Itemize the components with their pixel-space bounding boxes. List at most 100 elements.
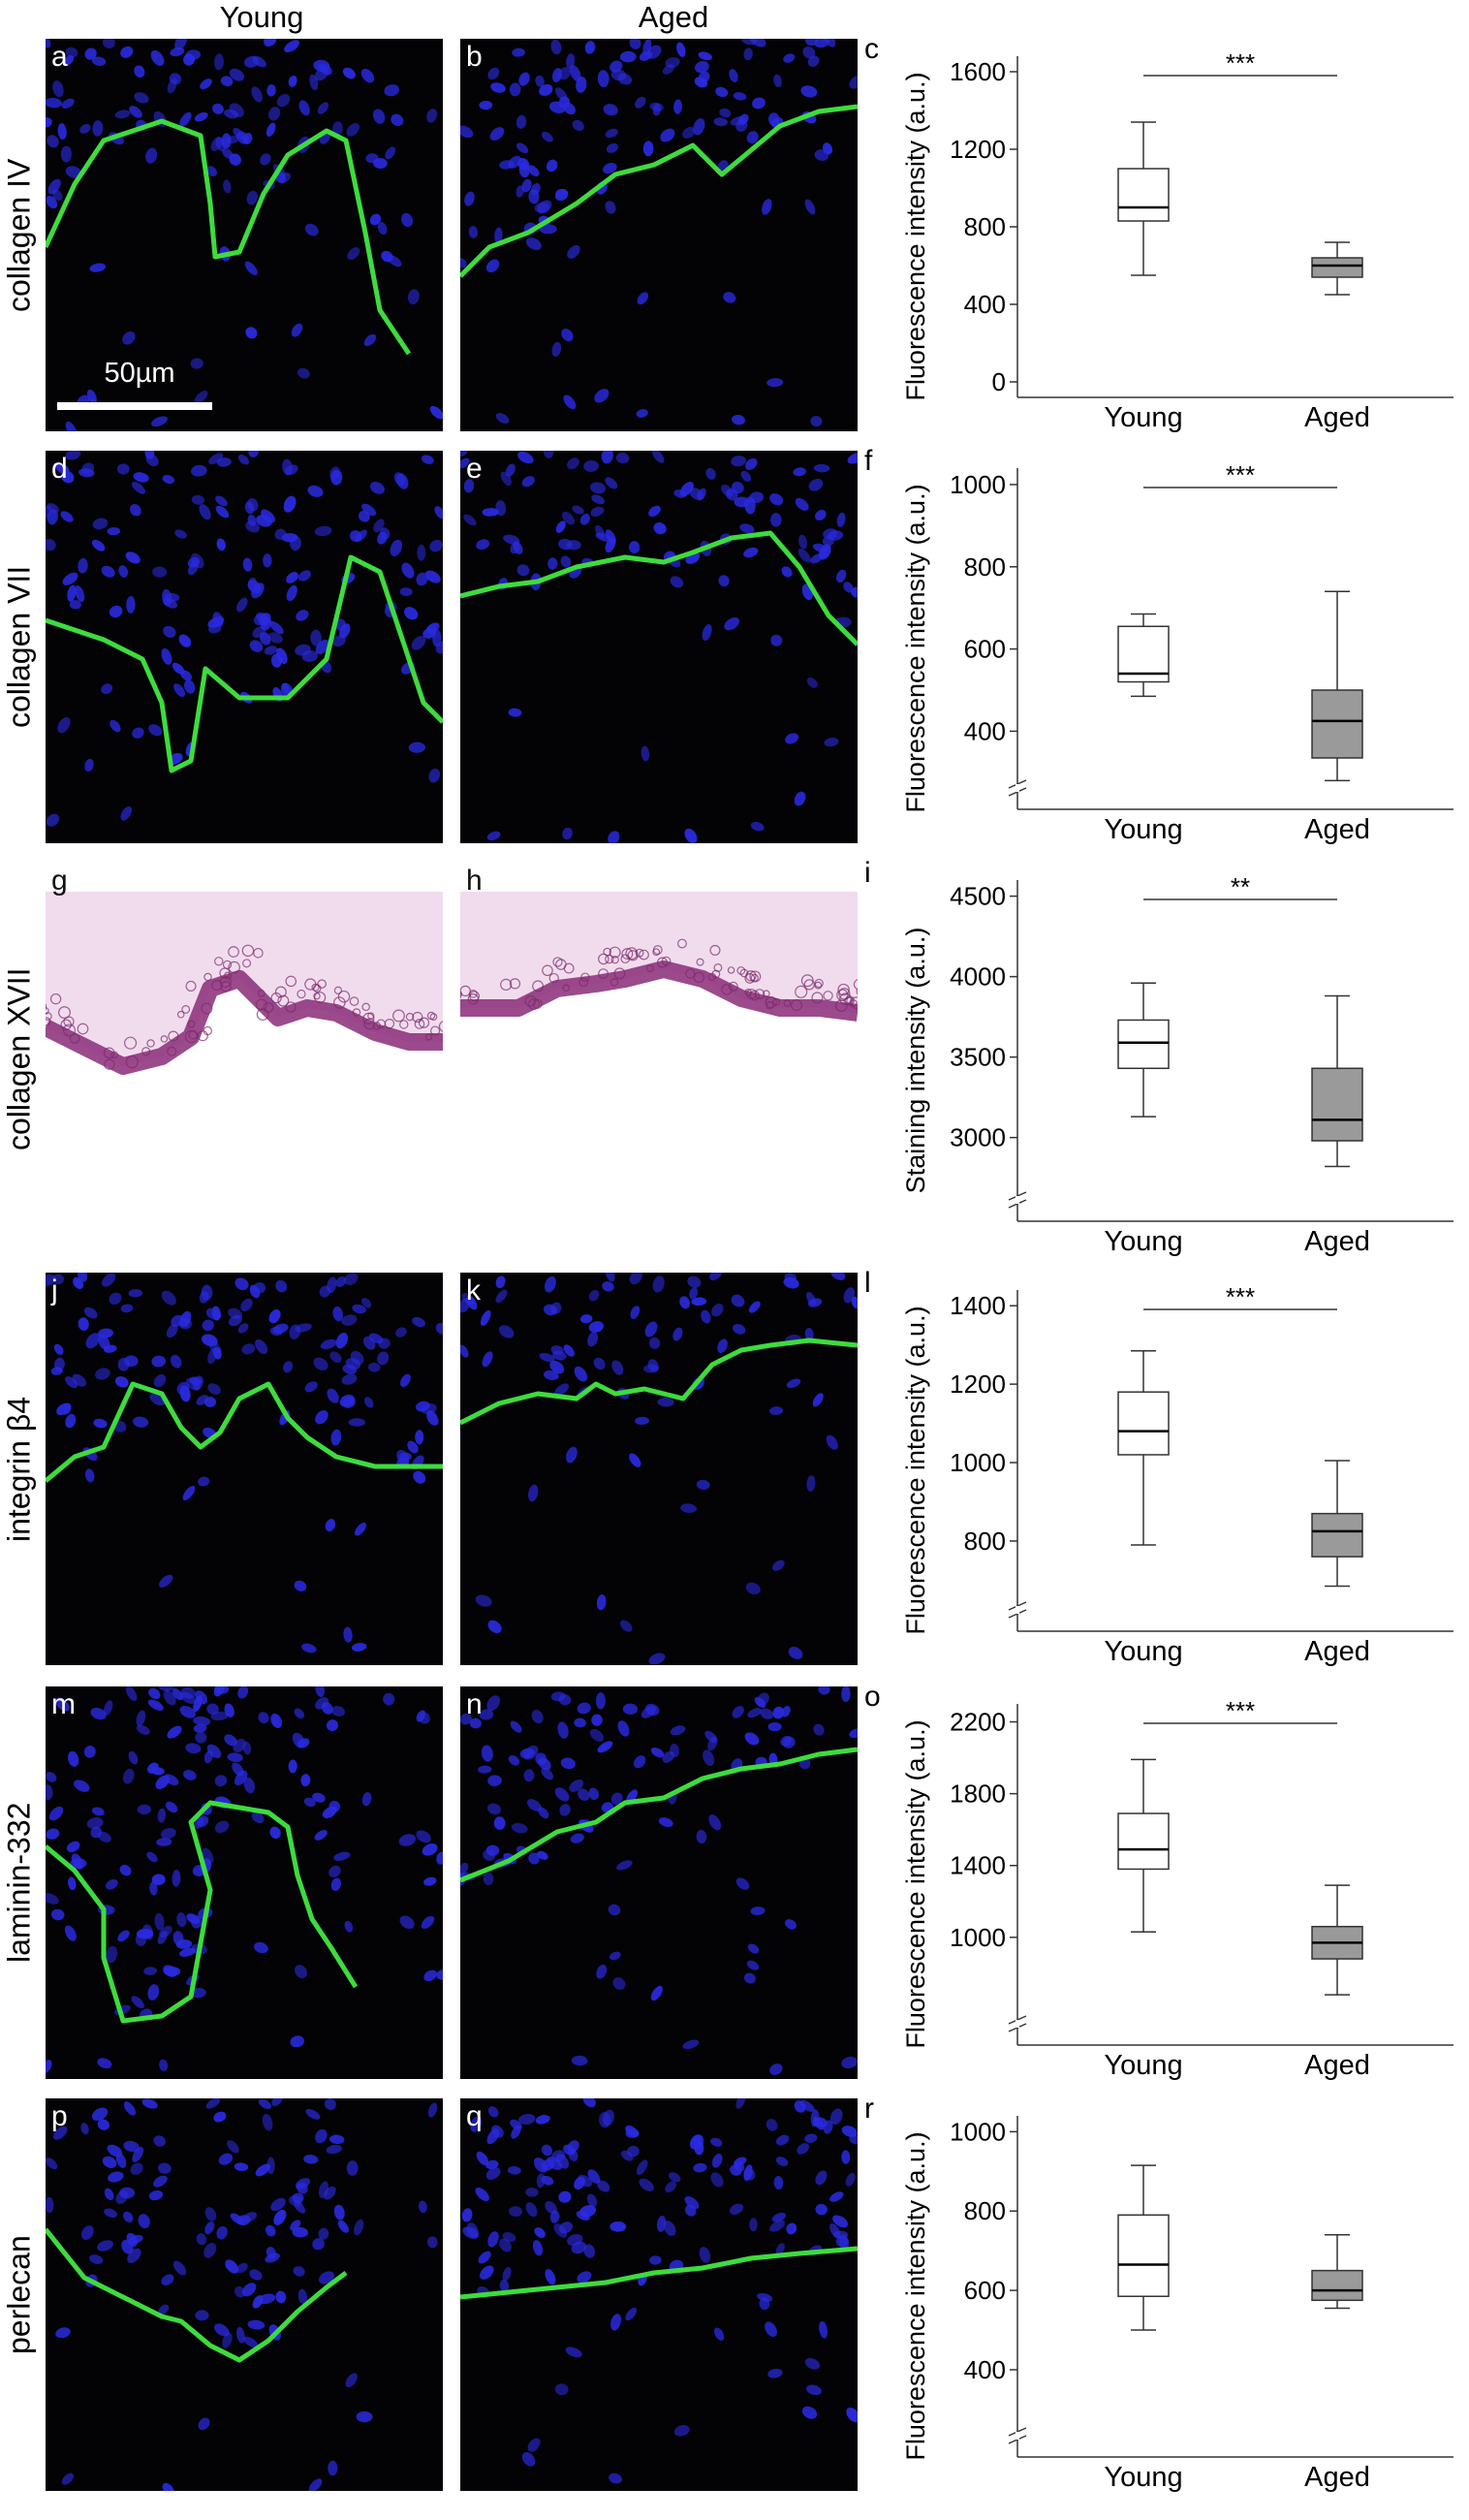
iqr-box — [1117, 2214, 1170, 2297]
micrograph-aged: e — [460, 451, 858, 843]
y-tick-label: 1200 — [950, 135, 1006, 164]
box-young — [1117, 982, 1170, 1118]
y-tick-label: 1600 — [950, 57, 1006, 86]
x-tick-label: Aged — [1304, 1226, 1370, 1257]
panel-letter: d — [51, 453, 68, 485]
box-plot: 3000 3500 4000 4500 Staining intensity (a.u.… — [901, 872, 1453, 1257]
significance-label: *** — [1226, 460, 1255, 489]
basement-membrane-stain — [460, 1747, 858, 1883]
chart-panel: 800 1000 1200 1400 Fluorescence intensity (a… — [864, 1263, 1469, 1670]
panel-letter: o — [864, 1681, 881, 1713]
y-tick-label: 800 — [964, 552, 1006, 582]
significance-label: ** — [1231, 872, 1250, 901]
panel-letter: i — [864, 857, 871, 889]
significance-label: *** — [1226, 48, 1255, 78]
micrograph-aged: k — [460, 1273, 858, 1665]
iqr-box — [1311, 689, 1363, 759]
row-label: collagen VII — [1, 565, 37, 729]
y-tick-label: 1000 — [950, 2117, 1006, 2146]
basement-membrane-stain — [46, 554, 443, 773]
chart-panel: 0 400 800 1200 1600 Fluorescence intensity (a… — [864, 29, 1469, 436]
chart-panel: 400 600 800 1000 Fluorescence intensity (a.u… — [864, 2089, 1469, 2496]
y-tick-label: 1000 — [950, 1923, 1006, 1952]
chart-panel: 400 600 800 1000 Fluorescence intensity (a.u… — [864, 441, 1469, 848]
box-plot: 800 1000 1200 1400 Fluorescence intensity (a… — [901, 1282, 1453, 1667]
micrograph-aged: q — [460, 2098, 858, 2491]
iqr-box — [1311, 1067, 1363, 1142]
box-plot: 0 400 800 1200 1600 Fluorescence intensity (a… — [901, 48, 1453, 433]
x-tick-label: Young — [1104, 2050, 1182, 2081]
iqr-box — [1117, 1812, 1170, 1871]
basement-membrane-stain — [46, 2227, 348, 2363]
x-tick-label: Young — [1104, 402, 1182, 433]
x-tick-label: Aged — [1304, 2462, 1370, 2493]
x-tick-label: Young — [1104, 814, 1182, 845]
iqr-box — [1311, 2269, 1363, 2302]
micrograph-young: d — [46, 451, 443, 843]
y-tick-label: 0 — [992, 367, 1006, 396]
panel-letter: c — [864, 33, 879, 65]
y-axis-label: Fluorescence intensity (a.u.) — [901, 1719, 930, 2048]
row-label: perlecan — [1, 2235, 37, 2354]
box-young — [1117, 1349, 1170, 1546]
y-axis-label: Fluorescence intensity (a.u.) — [901, 2131, 930, 2460]
y-tick-label: 800 — [964, 212, 1006, 241]
y-tick-label: 1000 — [950, 1448, 1006, 1477]
panel-letter: l — [864, 1267, 871, 1299]
basement-membrane-stain — [460, 104, 858, 278]
y-tick-label: 4500 — [950, 882, 1006, 911]
x-tick-label: Aged — [1304, 2050, 1370, 2081]
x-tick-label: Aged — [1304, 1636, 1370, 1667]
y-tick-label: 1000 — [950, 470, 1006, 499]
y-tick-label: 400 — [964, 716, 1006, 745]
y-tick-label: 600 — [964, 2276, 1006, 2305]
box-aged — [1311, 1884, 1363, 1996]
box-plot: 400 600 800 1000 Fluorescence intensity (a.u… — [901, 2116, 1453, 2493]
panel-letter: g — [51, 865, 68, 897]
iqr-box — [1117, 168, 1170, 222]
y-tick-label: 400 — [964, 290, 1006, 319]
y-tick-label: 2200 — [950, 1708, 1006, 1737]
y-axis-label: Staining intensity (a.u.) — [901, 928, 930, 1194]
x-tick-label: Aged — [1304, 814, 1370, 845]
y-tick-label: 4000 — [950, 962, 1006, 992]
y-tick-label: 400 — [964, 2355, 1006, 2384]
iqr-box — [1117, 1019, 1170, 1070]
y-tick-label: 1400 — [950, 1291, 1006, 1320]
col-header-aged: Aged — [638, 0, 709, 34]
panel-letter: m — [51, 1688, 76, 1720]
chart-panel: 1000 1400 1800 2200 Fluorescence intensity (… — [864, 1677, 1469, 2084]
panel-letter: e — [466, 453, 483, 485]
row-label: collagen XVII — [1, 967, 37, 1150]
panel-letter: k — [466, 1275, 481, 1307]
panel-letter: h — [466, 865, 483, 897]
iqr-box — [1117, 1391, 1170, 1456]
x-tick-label: Young — [1104, 1636, 1182, 1667]
y-tick-label: 1800 — [950, 1780, 1006, 1809]
basement-membrane-stain — [460, 1338, 858, 1426]
box-aged — [1311, 1460, 1363, 1588]
significance-label: *** — [1226, 1696, 1255, 1725]
micrograph-young: p — [46, 2098, 443, 2491]
panel-letter: p — [51, 2100, 68, 2132]
basement-membrane-stain — [460, 530, 858, 646]
micrograph-young: g — [46, 863, 443, 1255]
basal-layer-stain — [46, 970, 443, 1075]
box-aged — [1311, 2234, 1363, 2310]
y-axis-label: Fluorescence intensity (a.u.) — [901, 72, 930, 400]
scale-bar: 50µm — [57, 358, 222, 416]
panel-letter: q — [466, 2100, 483, 2132]
box-aged — [1311, 590, 1363, 782]
box-young — [1117, 1758, 1170, 1934]
panel-letter: j — [51, 1275, 58, 1307]
y-tick-label: 800 — [964, 2196, 1006, 2225]
panel-letter: f — [864, 445, 873, 477]
x-tick-label: Young — [1104, 2462, 1182, 2493]
significance-label: *** — [1226, 1282, 1255, 1311]
micrograph-aged: h — [460, 863, 858, 1255]
y-tick-label: 3500 — [950, 1043, 1006, 1072]
x-tick-label: Aged — [1304, 402, 1370, 433]
micrograph-aged: b — [460, 39, 858, 431]
scale-bar-line — [57, 402, 212, 410]
chart-panel: 3000 3500 4000 4500 Staining intensity (a.u.… — [864, 853, 1469, 1260]
